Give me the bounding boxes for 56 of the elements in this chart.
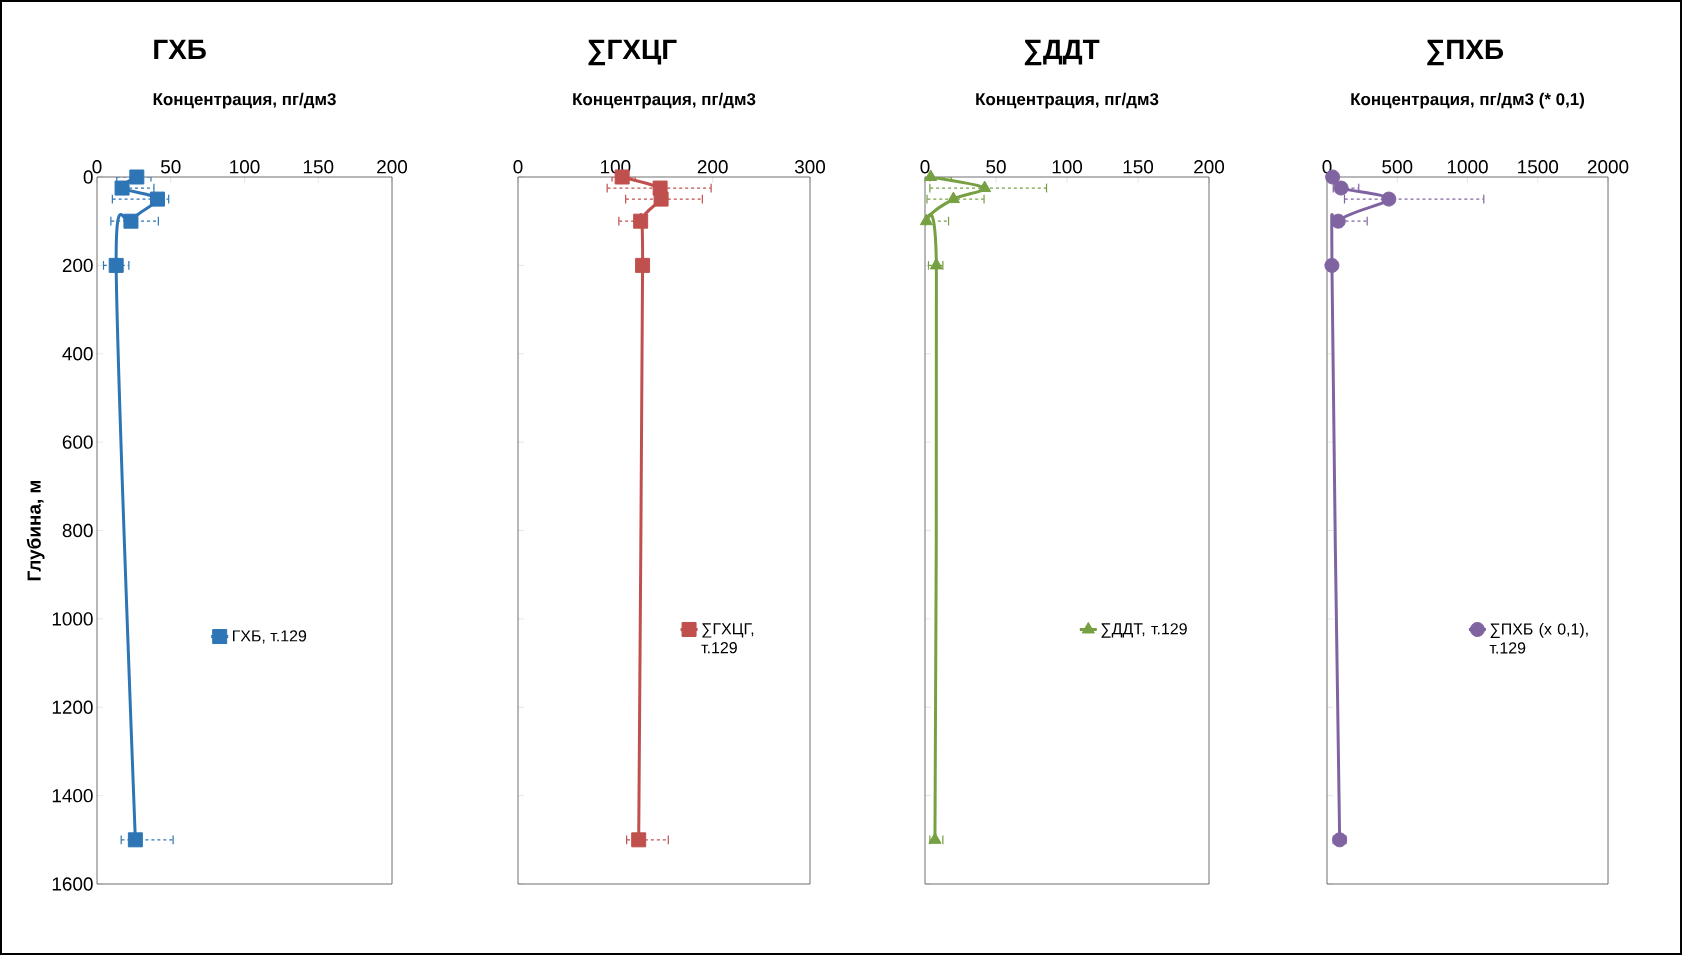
x-tick-label: 100 (230, 160, 260, 174)
x-tick-label: 150 (303, 160, 334, 174)
point (653, 191, 669, 207)
chart-title: ∑ГХЦГ (588, 39, 677, 66)
x-tick-label: 1000 (1447, 160, 1488, 174)
legend-label: ∑ГХЦГ, т.129 (701, 623, 754, 654)
y-tick-label: 800 (62, 523, 93, 538)
x-tick-label: 150 (1123, 160, 1154, 174)
x-tick-label: 100 (1052, 160, 1083, 174)
x-tick-label: 300 (794, 160, 826, 174)
x-tick-label: 200 (697, 160, 728, 174)
y-tick-label: 1400 (52, 788, 93, 803)
point (1381, 191, 1397, 207)
x-axis-title: Концентрация, пг/дм3 (573, 92, 756, 109)
point (114, 180, 130, 196)
point (919, 213, 933, 226)
x-axis-title: Концентрация, пг/дм3 (* 0,1) (1351, 92, 1585, 109)
y-tick-label: 600 (62, 435, 93, 449)
x-tick-label: 200 (377, 160, 408, 174)
point (1330, 213, 1346, 229)
x-tick-label: 0 (513, 160, 523, 174)
point (978, 180, 992, 193)
point (946, 191, 960, 204)
x-tick-label: 200 (1194, 160, 1225, 174)
y-tick-label: 400 (62, 347, 93, 361)
x-tick-label: 0 (92, 160, 102, 174)
x-tick-label: 2000 (1587, 160, 1629, 174)
point (631, 832, 647, 848)
y-axis-title: Глубина, м (26, 480, 45, 581)
point (1333, 180, 1349, 196)
x-tick-label: 50 (986, 160, 1006, 174)
legend-label: ГХБ, т.129 (233, 630, 307, 644)
point (127, 832, 143, 848)
point (129, 169, 145, 185)
point (633, 213, 649, 229)
legend-label: ∑ПХБ (х 0,1), т.129 (1489, 622, 1588, 654)
x-axis-title: Концентрация, пг/дм3 (153, 92, 336, 109)
y-tick-label: 1200 (52, 700, 93, 714)
x-tick-label: 0 (920, 160, 930, 174)
chart-title: ∑ПХБ (1427, 39, 1504, 66)
x-tick-label: 1500 (1518, 160, 1559, 174)
point (108, 257, 124, 273)
point (123, 213, 139, 229)
chart-title: ГХБ (154, 39, 206, 60)
chart-title: ∑ДДТ (1024, 39, 1100, 66)
x-axis-title: Концентрация, пг/дм3 (976, 92, 1159, 109)
y-tick-label: 1600 (52, 877, 93, 891)
x-tick-label: 50 (160, 160, 181, 174)
x-tick-label: 500 (1382, 160, 1413, 174)
legend-label: ∑ДДТ, т.129 (1101, 623, 1187, 638)
y-tick-label: 0 (83, 170, 93, 184)
y-tick-label: 1000 (52, 612, 93, 626)
y-tick-label: 200 (62, 258, 93, 273)
point (635, 257, 651, 273)
point (1324, 257, 1340, 273)
point (149, 191, 165, 207)
